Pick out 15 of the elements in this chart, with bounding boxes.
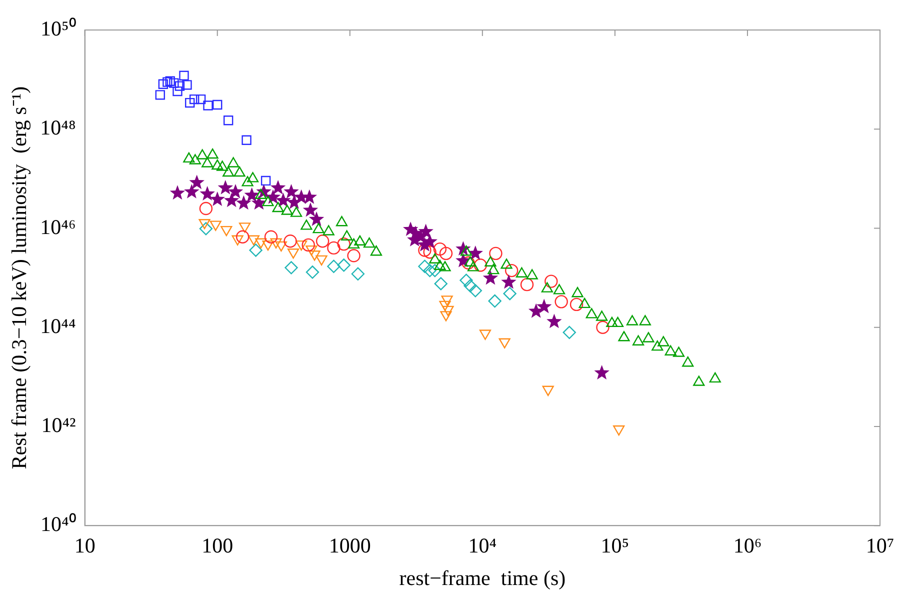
y-tick-label: 10⁴⁴ <box>40 314 76 338</box>
y-tick-label: 10⁵⁰ <box>40 16 76 41</box>
y-tick-label: 10⁴² <box>41 412 76 437</box>
y-axis-title: Rest frame (0.3−10 keV) luminosity (erg s⁻¹) <box>7 86 32 470</box>
x-axis-title: rest−frame time (s) <box>399 566 566 590</box>
x-tick-label: 10⁶ <box>733 534 762 558</box>
y-tick-label: 10⁴⁸ <box>40 116 76 140</box>
x-tick-label: 100 <box>202 534 234 558</box>
x-tick-label: 1000 <box>328 534 371 558</box>
x-tick-label: 10⁴ <box>468 534 497 558</box>
y-tick-label: 10⁴⁰ <box>40 512 76 536</box>
x-tick-label: 10⁷ <box>866 534 894 558</box>
y-tick-label: 10⁴⁶ <box>40 214 76 239</box>
x-tick-label: 10⁵ <box>600 534 630 558</box>
x-tick-label: 10 <box>74 534 96 558</box>
